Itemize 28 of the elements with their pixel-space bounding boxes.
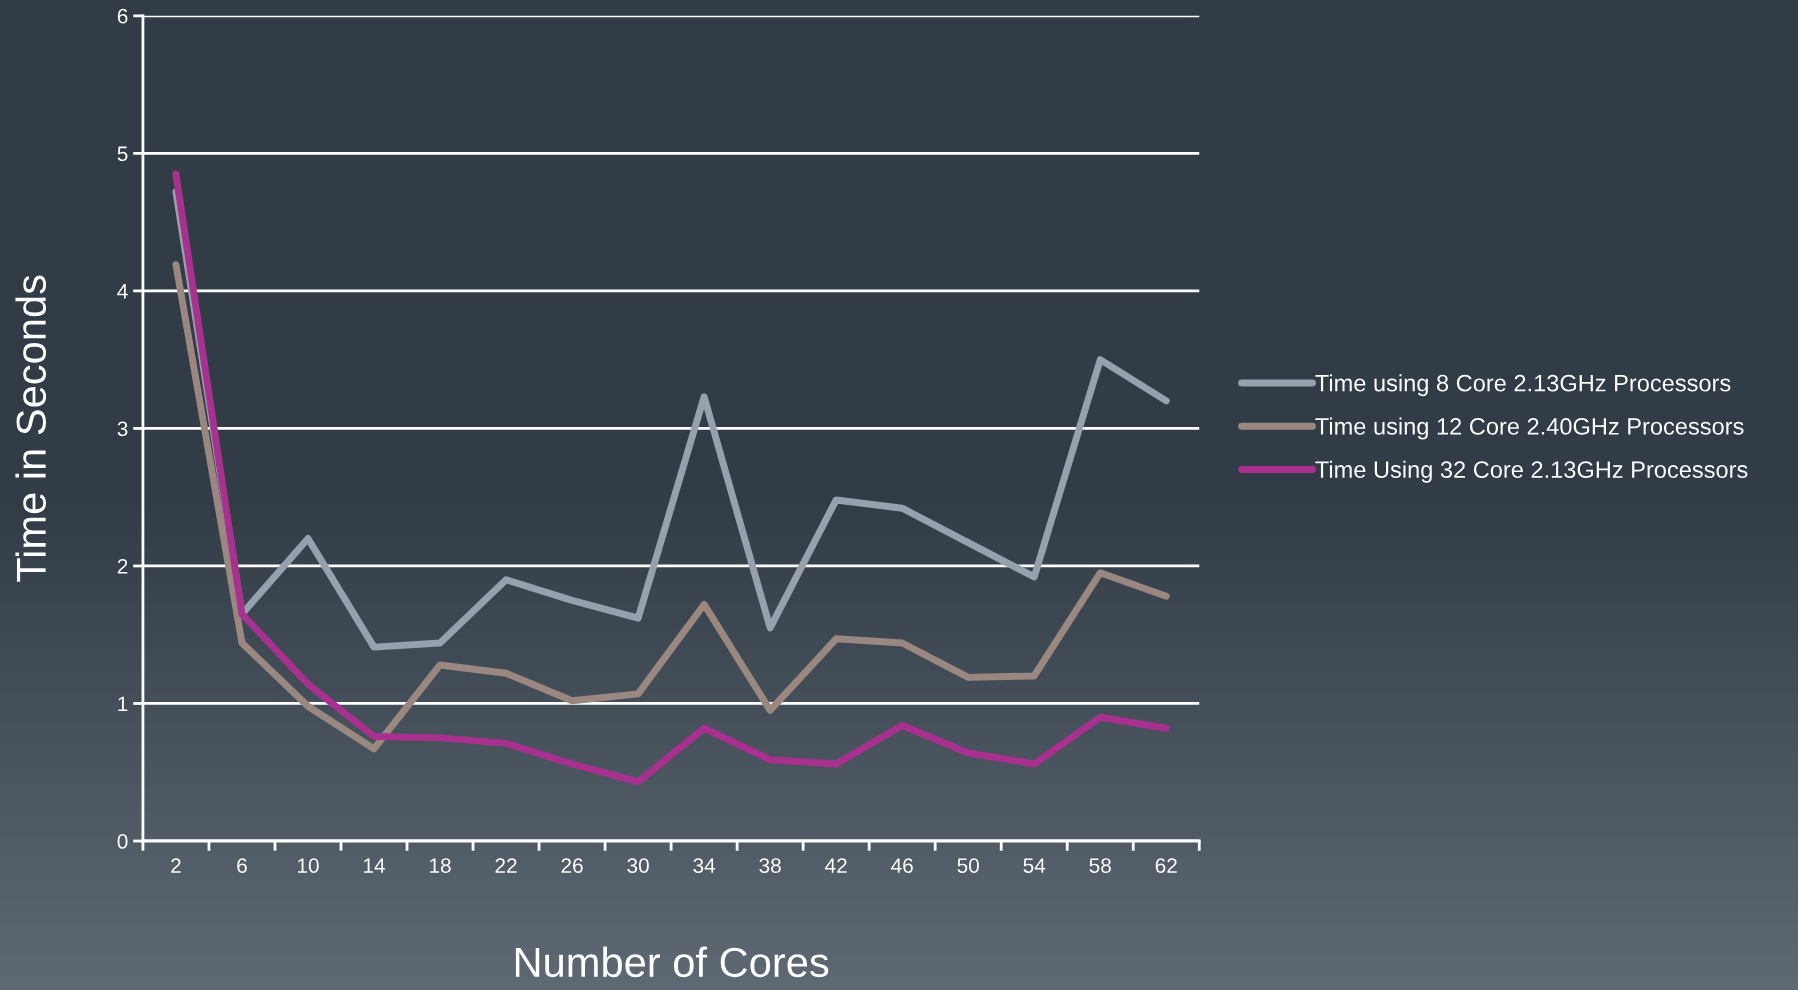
x-axis-title: Number of Cores [515,946,829,978]
x-tick-label: 10 [298,858,319,873]
x-tick-label: 46 [891,858,913,873]
y-tick-label: 6 [117,8,128,24]
x-tick-label: 26 [561,858,583,873]
x-tick-label: 42 [825,858,847,873]
x-tick-label: 54 [1023,858,1046,873]
x-tick-label: 22 [495,858,517,873]
x-tick-label: 50 [957,858,979,873]
x-tick-label: 14 [364,858,385,873]
x-tick-label: 6 [237,858,247,873]
legend-label: Time using 12 Core 2.40GHz Processors [1315,417,1744,440]
x-tick-label: 58 [1089,858,1111,873]
x-tick-label: 18 [430,858,451,873]
y-tick-label: 5 [117,146,128,162]
x-tick-label: 2 [171,858,181,873]
y-tick-label: 3 [117,421,128,437]
legend-label: Time Using 32 Core 2.13GHz Processors [1315,460,1748,483]
y-tick-label: 1 [118,696,128,712]
y-axis-title: Time in Seconds [15,275,47,582]
x-tick-label: 38 [759,858,781,873]
legend-label: Time using 8 Core 2.13GHz Processors [1315,374,1731,397]
y-tick-label: 4 [117,284,128,299]
x-tick-label: 62 [1155,858,1177,873]
y-tick-label: 2 [117,558,128,574]
y-tick-label: 0 [117,834,128,849]
x-tick-label: 34 [693,858,716,873]
x-tick-label: 30 [627,858,649,873]
